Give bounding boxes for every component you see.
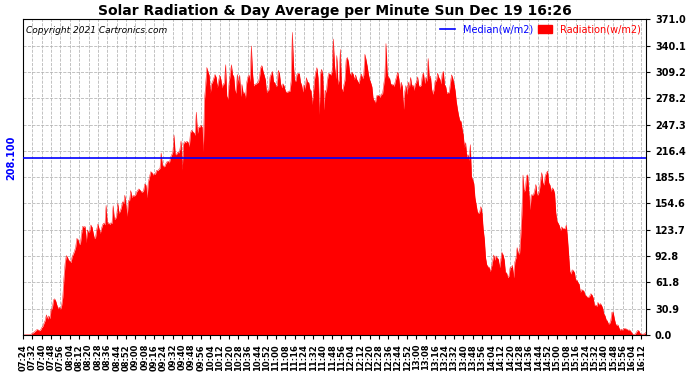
Title: Solar Radiation & Day Average per Minute Sun Dec 19 16:26: Solar Radiation & Day Average per Minute… [97, 4, 571, 18]
Legend: Median(w/m2), Radiation(w/m2): Median(w/m2), Radiation(w/m2) [437, 20, 645, 38]
Text: Copyright 2021 Cartronics.com: Copyright 2021 Cartronics.com [26, 26, 168, 34]
Text: 208.100: 208.100 [7, 136, 17, 180]
